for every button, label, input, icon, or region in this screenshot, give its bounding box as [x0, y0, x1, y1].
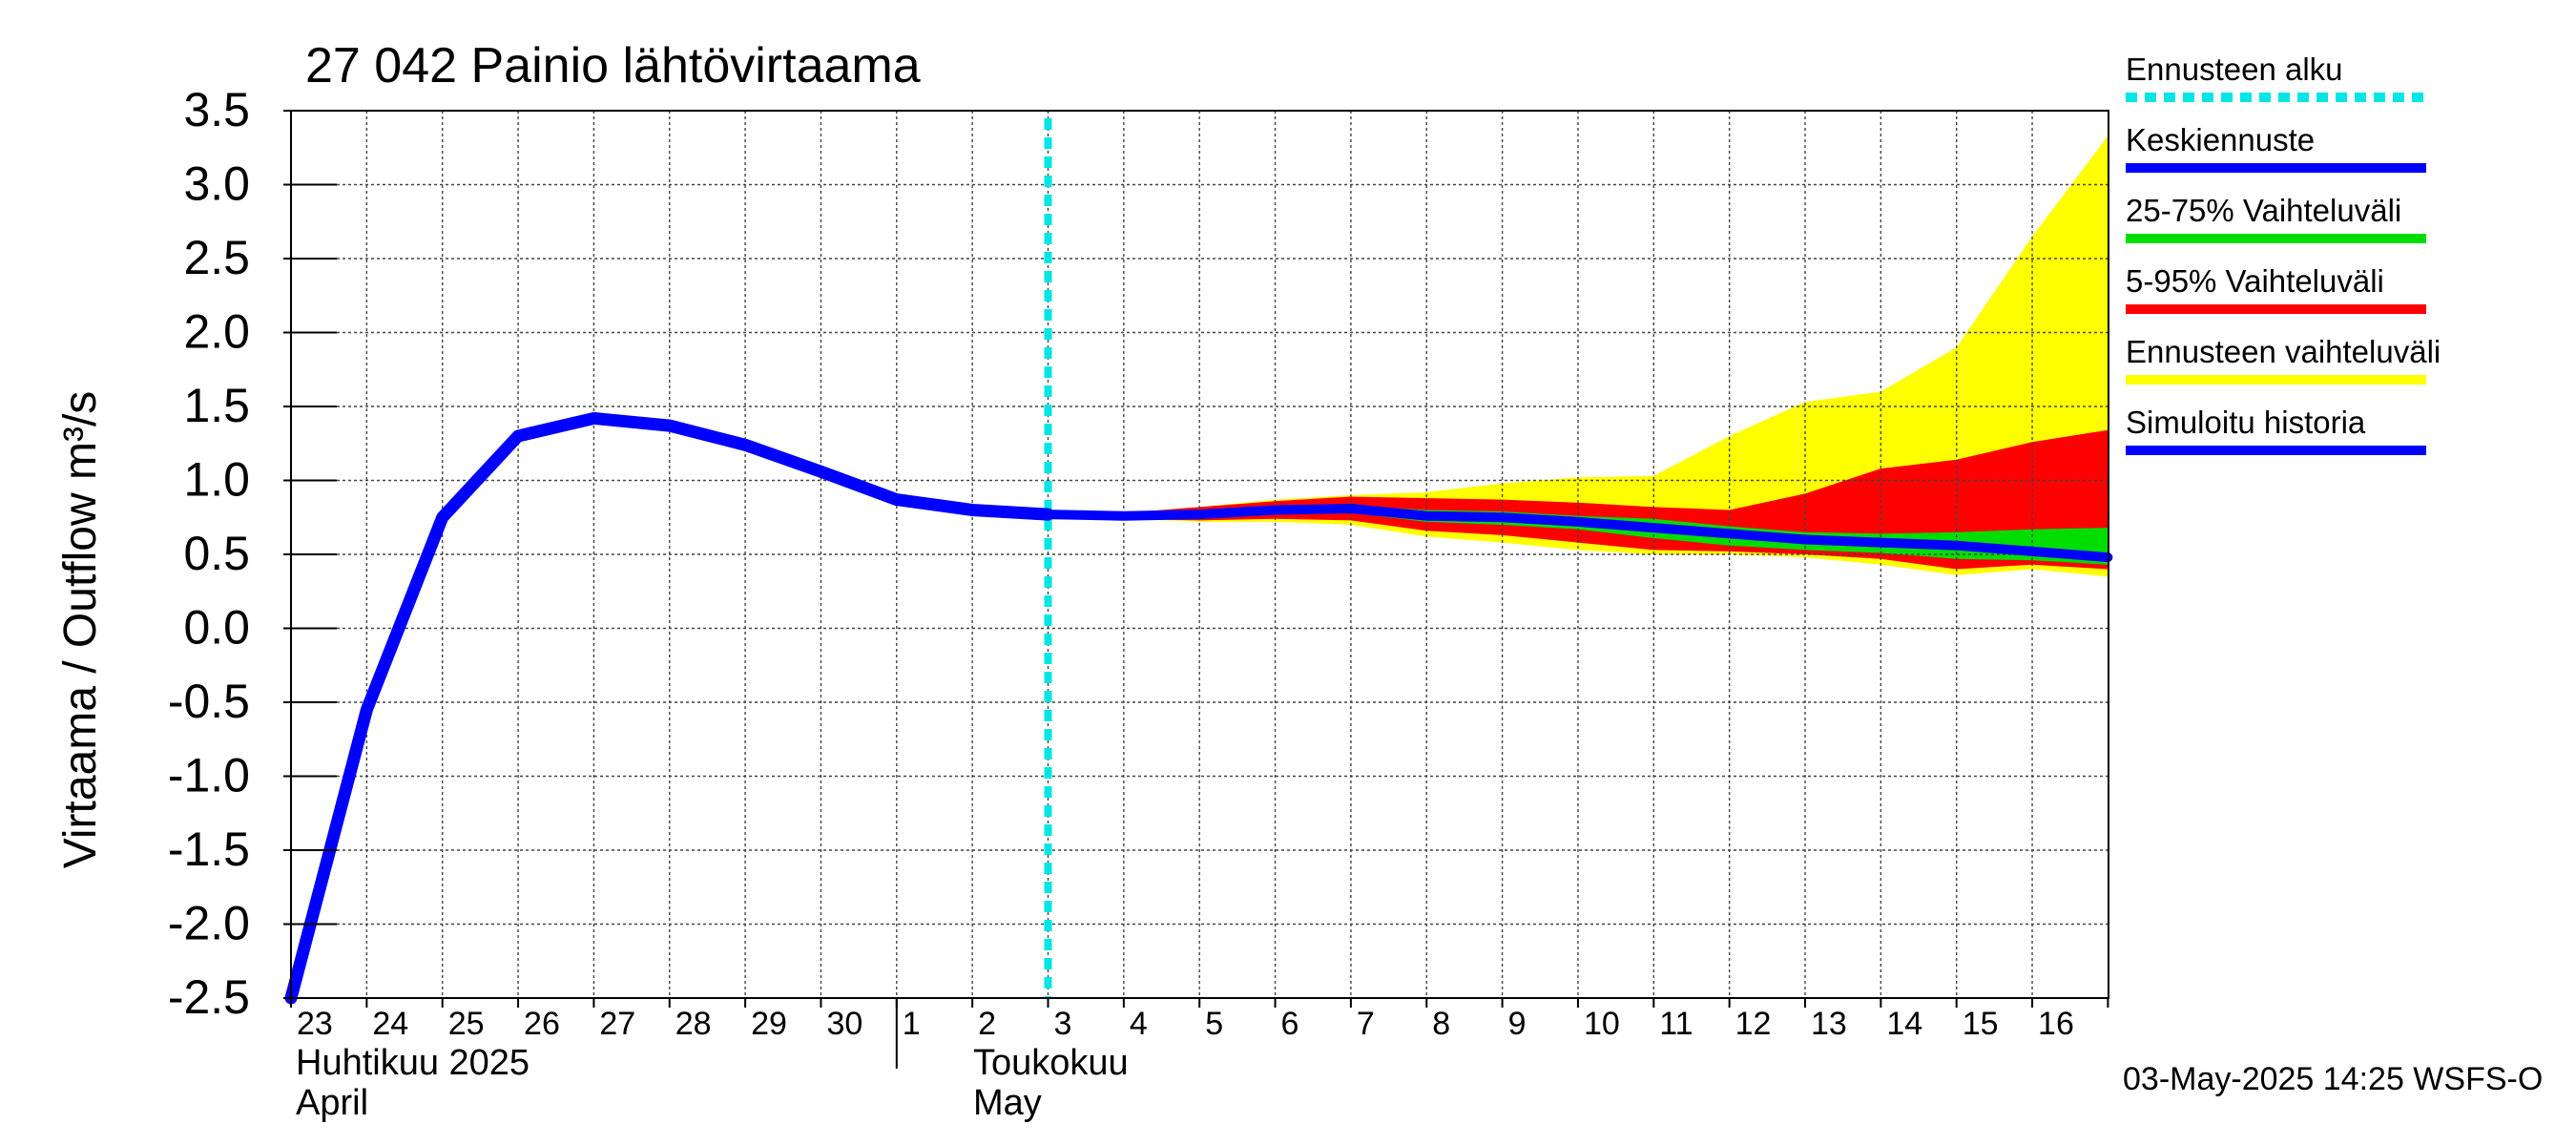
x-tick-label: 29: [751, 1006, 787, 1042]
series-line-1: [1043, 504, 2113, 563]
y-tick-label: 1.5: [183, 379, 250, 432]
series-lines: [284, 118, 2113, 1005]
y-tick-label: 3.5: [183, 83, 250, 136]
chart-title: 27 042 Painio lähtövirtaama: [305, 38, 921, 94]
legend-label: Keskiennuste: [2126, 122, 2315, 157]
x-tick-label: 3: [1054, 1006, 1072, 1042]
month-label-en: April: [296, 1083, 368, 1123]
x-tick-label: 24: [372, 1006, 408, 1042]
x-tick-label: 27: [599, 1006, 635, 1042]
legend-label: 25-75% Vaihteluväli: [2126, 193, 2401, 228]
x-tick-label: 26: [524, 1006, 560, 1042]
x-tick-label: 5: [1205, 1006, 1223, 1042]
x-tick-label: 1: [903, 1006, 921, 1042]
y-tick-label: -1.5: [168, 822, 250, 876]
y-axis-ticks: 3.5 3.0 2.5 2.0 1.5 1.0 0.5 0.0 -0.5 -1.0 -1.5 -2.0…: [168, 83, 337, 1024]
y-tick-label: 3.0: [183, 157, 250, 211]
x-tick-label: 25: [448, 1006, 485, 1042]
forecast-bands: [1048, 135, 2109, 577]
legend-label: Simuloitu historia: [2126, 405, 2366, 440]
x-tick-label: 13: [1811, 1006, 1847, 1042]
x-tick-label: 6: [1281, 1006, 1299, 1042]
y-tick-label: -2.0: [168, 897, 250, 950]
grid-lines: [291, 111, 2109, 998]
y-tick-label: -2.5: [168, 970, 250, 1024]
legend-label: Ennusteen vaihteluväli: [2126, 334, 2441, 369]
x-tick-label: 11: [1659, 1006, 1693, 1042]
legend-label: Ennusteen alku: [2126, 52, 2343, 87]
y-tick-label: 0.0: [183, 601, 250, 655]
month-label: Huhtikuu 2025: [296, 1043, 530, 1083]
x-tick-label: 7: [1357, 1006, 1375, 1042]
footer-timestamp: 03-May-2025 14:25 WSFS-O: [2123, 1061, 2543, 1097]
x-tick-label: 8: [1432, 1006, 1450, 1042]
band-0: [1048, 135, 2109, 577]
series-line-0: [284, 411, 1054, 1005]
x-axis-ticks: 23 24 25 26 27 28 29 30 1 2 3 4 5 6 7 8 9 10 11 12 13 14 15 16: [290, 998, 2109, 1042]
x-tick-label: 9: [1508, 1006, 1527, 1042]
x-tick-label: 30: [826, 1006, 862, 1042]
band-2: [1048, 505, 2109, 565]
y-tick-label: 1.0: [183, 453, 250, 507]
y-tick-label: 2.5: [183, 231, 250, 284]
x-tick-label: 10: [1584, 1006, 1620, 1042]
y-tick-label: -1.0: [168, 749, 250, 802]
legend: Ennusteen alku Keskiennuste 25-75% Vaihtel…: [2126, 52, 2441, 455]
x-tick-label: 15: [1963, 1006, 1999, 1042]
y-tick-label: -0.5: [168, 675, 250, 728]
x-tick-label: 12: [1735, 1006, 1772, 1042]
x-tick-label: 16: [2038, 1006, 2074, 1042]
month-label: Toukokuu: [973, 1043, 1129, 1083]
y-tick-label: 0.5: [183, 527, 250, 580]
x-tick-label: 28: [675, 1006, 712, 1042]
x-tick-label: 14: [1886, 1006, 1922, 1042]
legend-label: 5-95% Vaihteluväli: [2126, 263, 2384, 299]
y-tick-label: 2.0: [183, 305, 250, 359]
x-tick-label: 23: [297, 1006, 333, 1042]
month-label-en: May: [973, 1083, 1042, 1123]
y-axis-label: Virtaama / Outflow m³/s: [55, 391, 106, 869]
x-tick-label: 2: [978, 1006, 996, 1042]
x-tick-label: 4: [1130, 1006, 1148, 1042]
